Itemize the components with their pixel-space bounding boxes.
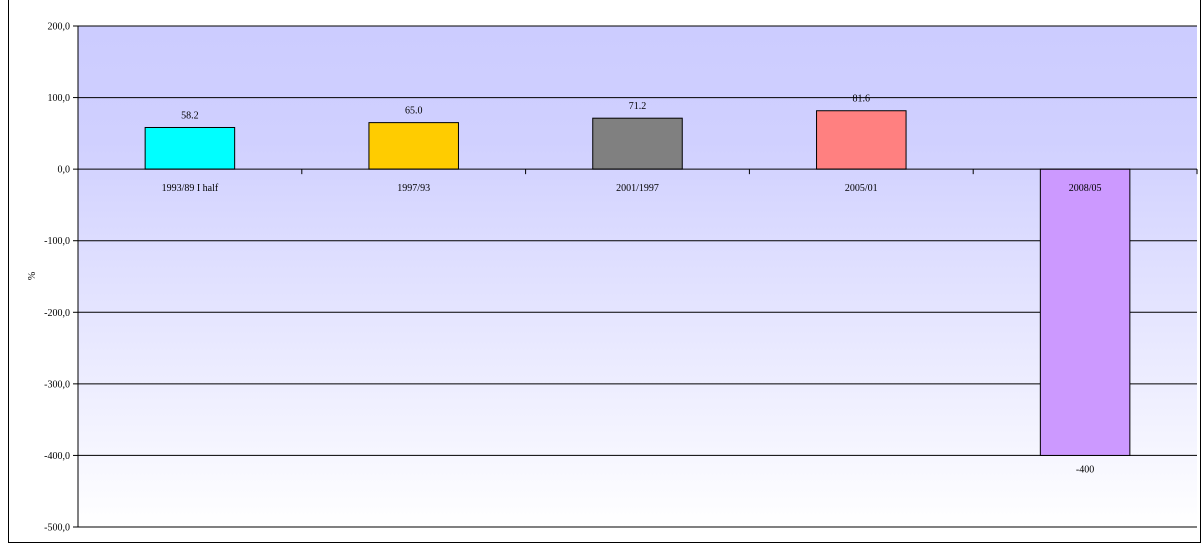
category-label: 2001/1997 (616, 183, 659, 194)
y-tick-label: 0,0 (58, 165, 71, 176)
y-tick-label: -500,0 (44, 523, 70, 534)
data-label: 81.6 (853, 94, 871, 105)
y-tick-label: -200,0 (44, 308, 70, 319)
category-label: 1993/89 I half (162, 183, 219, 194)
y-tick-label: -100,0 (44, 236, 70, 247)
data-label: 58.2 (181, 110, 199, 121)
y-axis-label: % (27, 272, 38, 280)
category-label: 2005/01 (845, 183, 878, 194)
data-label: 71.2 (629, 101, 647, 112)
bar (144, 126, 236, 170)
data-label: 65.0 (405, 106, 423, 117)
category-label: 1997/93 (397, 183, 430, 194)
category-label: 2008/05 (1069, 183, 1102, 194)
y-tick-label: -400,0 (44, 451, 70, 462)
bar (592, 117, 683, 170)
y-tick-label: 100,0 (48, 93, 71, 104)
bar-chart: 200,0 100,0 0,0 -100,0 -200,0 -300,0 -400,0 -50… (27, 22, 1198, 534)
plot-background (78, 26, 1197, 527)
y-tick-label: 200,0 (48, 22, 71, 33)
bar (1039, 168, 1131, 456)
chart-area: 200,0 100,0 0,0 -100,0 -200,0 -300,0 -400,0 -50… (8, 0, 1201, 543)
data-label: -400 (1076, 464, 1094, 475)
y-tick-label: -300,0 (44, 379, 70, 390)
bar (816, 110, 907, 170)
bar (368, 122, 459, 170)
